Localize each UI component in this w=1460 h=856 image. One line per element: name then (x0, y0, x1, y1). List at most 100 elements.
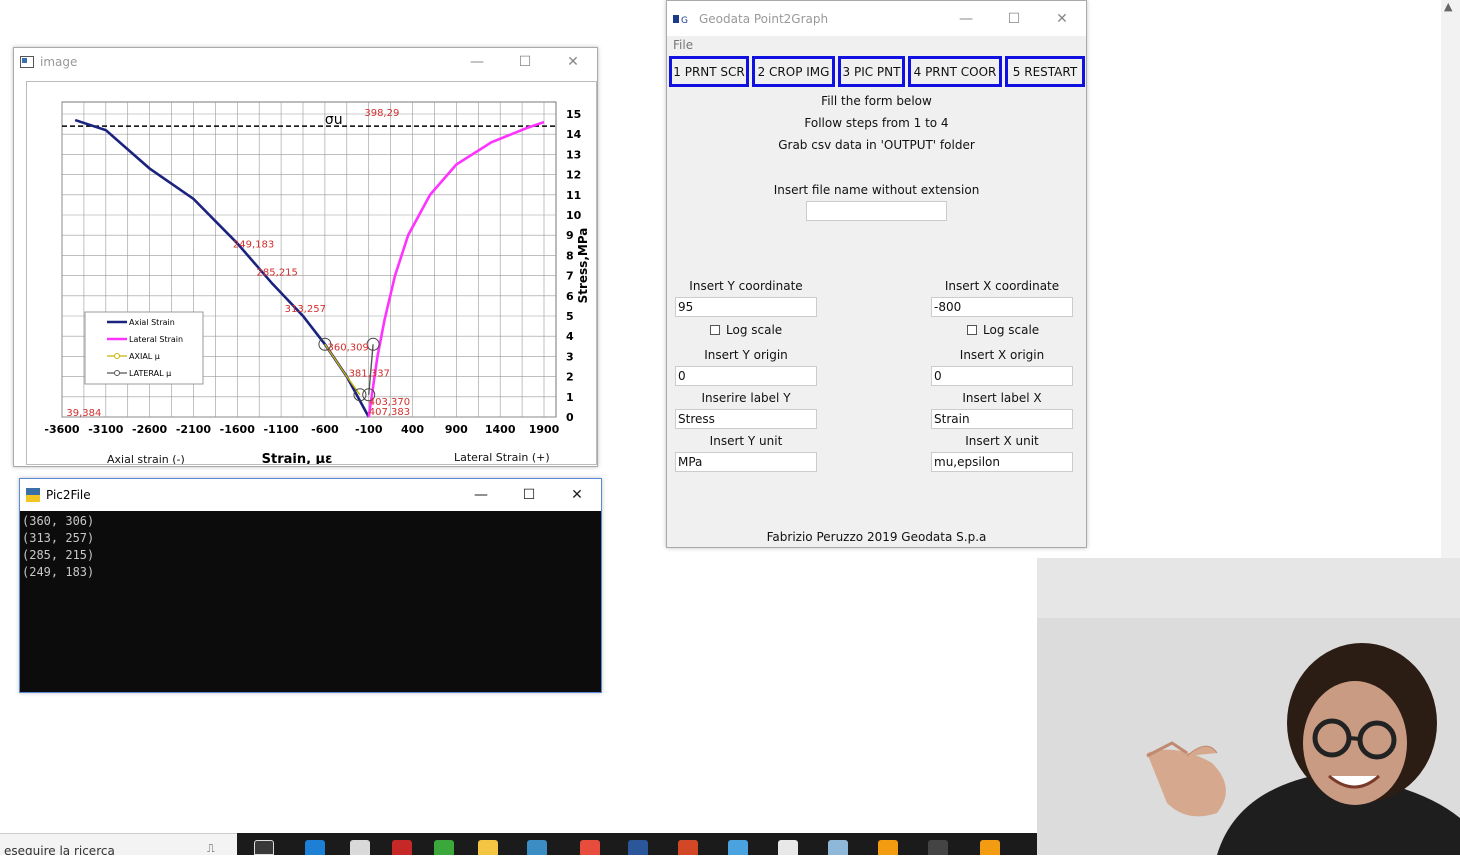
app-icon[interactable] (878, 840, 898, 855)
maximize-button[interactable]: ☐ (518, 54, 532, 70)
y-tick-label: 5 (566, 310, 574, 323)
file-explorer-icon[interactable] (478, 840, 498, 855)
image-window: image — ☐ ✕ σu 398,29 249,183 285,215 313,25… (13, 47, 598, 467)
console-output[interactable]: (360, 306) (313, 257) (285, 215) (249, 1… (20, 511, 601, 692)
y-tick-label: 10 (566, 209, 582, 222)
maximize-button[interactable]: ☐ (522, 487, 536, 503)
console-line: (360, 306) (22, 514, 95, 528)
restart-button[interactable]: 5 RESTART (1005, 56, 1085, 87)
x-coordinate-label: Insert X coordinate (944, 279, 1060, 293)
checkbox-box[interactable] (967, 325, 977, 335)
file-name-input[interactable] (806, 201, 947, 221)
checkbox-box[interactable] (710, 325, 720, 335)
legend-box (84, 311, 204, 385)
x-axis-label: Strain, με (262, 452, 333, 464)
axial-strain-caption: Axial strain (-) (107, 453, 185, 464)
page-scrollbar[interactable] (1441, 0, 1460, 560)
geodata-app-icon: G (673, 14, 688, 25)
word-icon[interactable] (628, 840, 648, 855)
console-line: (285, 215) (22, 548, 95, 562)
instruction-line: Follow steps from 1 to 4 (804, 116, 949, 130)
svg-text:G: G (681, 16, 688, 25)
point-marker (353, 388, 367, 402)
console-line: (249, 183) (22, 565, 95, 579)
x-origin-label: Insert X origin (959, 348, 1045, 362)
x-tick-label: -600 (311, 423, 339, 436)
y-log-scale-label: Log scale (726, 323, 783, 337)
minimize-button[interactable]: — (474, 487, 488, 503)
search-placeholder: eseguire la ricerca (4, 844, 115, 855)
taskbar-search-box[interactable]: eseguire la ricerca (0, 833, 237, 855)
pic2file-title: Pic2File (46, 488, 91, 502)
image-app-icon (20, 56, 34, 68)
crop-image-button[interactable]: 2 CROP IMG (752, 56, 835, 87)
x-log-scale-checkbox[interactable]: Log scale (967, 323, 1039, 337)
y-log-scale-checkbox[interactable]: Log scale (710, 323, 782, 337)
x-coordinate-input[interactable]: -800 (931, 297, 1073, 317)
menu-file[interactable]: File (673, 38, 694, 52)
y-tick-label: 11 (566, 189, 581, 202)
y-origin-input[interactable]: 0 (675, 366, 817, 386)
acrobat-icon[interactable] (778, 840, 798, 855)
app-icon[interactable] (980, 840, 1000, 855)
image-window-titlebar[interactable]: image — ☐ ✕ (14, 48, 597, 76)
app-icon[interactable] (392, 840, 412, 855)
geodata-titlebar[interactable]: G Geodata Point2Graph — ☐ ✕ (667, 1, 1086, 36)
console-line: (313, 257) (22, 531, 95, 545)
x-label-input[interactable]: Strain (931, 409, 1073, 429)
coordinate-annotation: 381,337 (349, 369, 390, 380)
app-icon[interactable] (728, 840, 748, 855)
y-tick-label: 2 (566, 371, 574, 384)
series-line-2 (324, 343, 361, 396)
y-tick-label: 1 (566, 391, 574, 404)
x-tick-label: -1600 (220, 423, 256, 436)
instruction-line: Fill the form below (821, 94, 932, 108)
minimize-button[interactable]: — (959, 10, 973, 27)
x-tick-label: -2100 (176, 423, 212, 436)
x-unit-input[interactable]: mu,epsilon (931, 452, 1073, 472)
y-coordinate-input[interactable]: 95 (675, 297, 817, 317)
app-icon[interactable] (350, 840, 370, 855)
x-unit-label: Insert X unit (965, 434, 1039, 448)
y-tick-label: 7 (566, 270, 574, 283)
legend-label: AXIAL μ (129, 352, 160, 361)
task-view-icon[interactable] (254, 840, 274, 855)
x-tick-label: -2600 (132, 423, 168, 436)
app-icon[interactable] (828, 840, 848, 855)
pick-point-button[interactable]: 3 PIC PNT (838, 56, 905, 87)
chrome-icon[interactable] (580, 840, 600, 855)
print-coordinates-button[interactable]: 4 PRNT COOR (908, 56, 1002, 87)
x-tick-label: -1100 (263, 423, 299, 436)
coordinate-annotation: 407,383 (369, 407, 410, 418)
webcam-overlay (1037, 558, 1460, 855)
pic2file-window: Pic2File — ☐ ✕ (360, 306) (313, 257) (28… (19, 478, 602, 693)
stress-strain-chart[interactable]: σu 398,29 249,183 285,215 313,257 360,309 381,… (27, 82, 596, 467)
scroll-up-arrow[interactable]: ▲ (1444, 0, 1453, 13)
coordinate-annotation: 285,215 (257, 268, 298, 279)
maximize-button[interactable]: ☐ (1007, 10, 1021, 27)
close-button[interactable]: ✕ (571, 487, 583, 503)
x-tick-label: -3100 (88, 423, 124, 436)
step-buttons: 1 PRNT SCR 2 CROP IMG 3 PIC PNT 4 PRNT C… (667, 56, 1086, 87)
close-button[interactable]: ✕ (567, 54, 579, 70)
y-unit-label: Insert Y unit (709, 434, 783, 448)
pic2file-titlebar[interactable]: Pic2File — ☐ ✕ (20, 479, 601, 511)
y-tick-label: 9 (566, 229, 574, 242)
minimize-button[interactable]: — (470, 54, 484, 70)
geodata-title: Geodata Point2Graph (699, 11, 829, 26)
powerpoint-icon[interactable] (678, 840, 698, 855)
app-icon[interactable] (434, 840, 454, 855)
edge-browser-icon[interactable] (305, 840, 325, 855)
y-unit-input[interactable]: MPa (675, 452, 817, 472)
coordinate-annotation: 249,183 (233, 239, 274, 250)
x-origin-input[interactable]: 0 (931, 366, 1073, 386)
microphone-icon[interactable]: ⎍ (207, 842, 215, 855)
app-icon[interactable] (527, 840, 547, 855)
point-marker (366, 337, 380, 351)
close-button[interactable]: ✕ (1056, 10, 1068, 27)
chart-canvas[interactable]: σu 398,29 249,183 285,215 313,257 360,309 381,… (26, 81, 597, 467)
print-screen-button[interactable]: 1 PRNT SCR (669, 56, 749, 87)
terminal-icon[interactable] (928, 840, 948, 855)
x-tick-label: -3600 (44, 423, 80, 436)
y-label-input[interactable]: Stress (675, 409, 817, 429)
